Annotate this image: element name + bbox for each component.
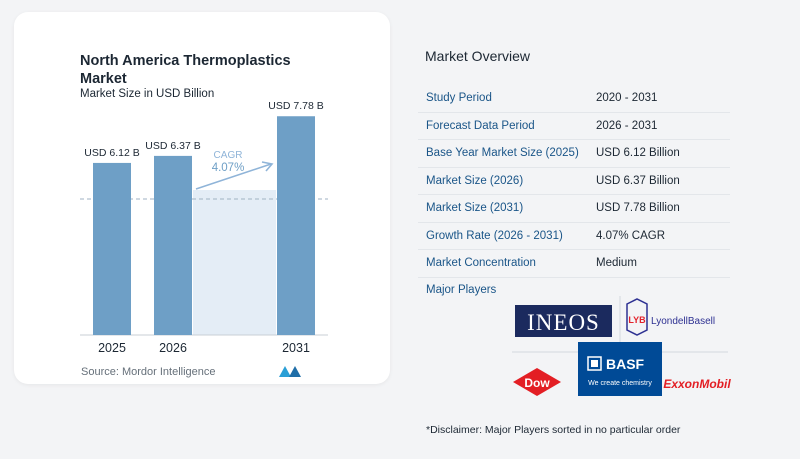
cagr-arrow	[195, 163, 272, 190]
major-players-title: Major Players	[426, 284, 497, 296]
stat-label: Market Concentration	[426, 257, 536, 270]
stat-label: Market Size (2031)	[426, 202, 524, 215]
stat-row: Base Year Market Size (2025) USD 6.12 Bil…	[418, 140, 730, 168]
stat-row: Study Period 2020 - 2031	[418, 85, 730, 113]
stat-row: Growth Rate (2026 - 2031) 4.07% CAGR	[418, 223, 730, 250]
stat-value: Medium	[596, 257, 637, 270]
forecast-highlight	[193, 190, 276, 335]
source-note: Source: Mordor Intelligence	[81, 366, 216, 378]
mordor-intelligence-logo	[279, 366, 301, 377]
bar-2031	[277, 116, 315, 335]
stat-value: USD 7.78 Billion	[596, 202, 680, 215]
cagr-arrow-head	[261, 161, 274, 172]
cagr-label: CAGR	[214, 150, 243, 161]
stat-label: Study Period	[426, 92, 492, 105]
stat-label: Growth Rate (2026 - 2031)	[426, 229, 563, 242]
cagr-value: 4.07%	[212, 162, 245, 174]
stat-label: Market Size (2026)	[426, 174, 524, 187]
stat-value: USD 6.12 Billion	[596, 147, 680, 160]
bar-value-label: USD 7.78 B	[268, 100, 323, 112]
overview-title: Market Overview	[425, 48, 531, 64]
stat-label: Forecast Data Period	[426, 119, 535, 132]
stat-value: 4.07% CAGR	[596, 229, 666, 242]
chart-title: North America Thermoplastics Market	[80, 53, 291, 87]
market-overview-table: Study Period 2020 - 2031 Forecast Data Pe…	[418, 85, 730, 278]
stat-row: Forecast Data Period 2026 - 2031	[418, 113, 730, 140]
stat-value: 2026 - 2031	[596, 119, 658, 132]
x-tick-label: 2031	[282, 341, 310, 355]
bar-value-label: USD 6.12 B	[84, 147, 139, 159]
bar-2026	[154, 155, 192, 335]
x-tick-label: 2025	[98, 341, 126, 355]
stat-value: USD 6.37 Billion	[596, 174, 680, 187]
stat-label: Base Year Market Size (2025)	[426, 147, 579, 160]
disclaimer-note: *Disclaimer: Major Players sorted in no …	[426, 424, 681, 436]
stat-row: Market Size (2026) USD 6.37 Billion	[418, 168, 730, 195]
bar-value-label: USD 6.37 B	[145, 140, 200, 152]
bar-2025	[93, 162, 131, 335]
chart-subtitle: Market Size in USD Billion	[80, 88, 215, 100]
x-tick-label: 2026	[159, 341, 187, 355]
stat-row: Market Size (2031) USD 7.78 Billion	[418, 195, 730, 223]
stat-value: 2020 - 2031	[596, 92, 658, 105]
stat-row: Market Concentration Medium	[418, 250, 730, 278]
